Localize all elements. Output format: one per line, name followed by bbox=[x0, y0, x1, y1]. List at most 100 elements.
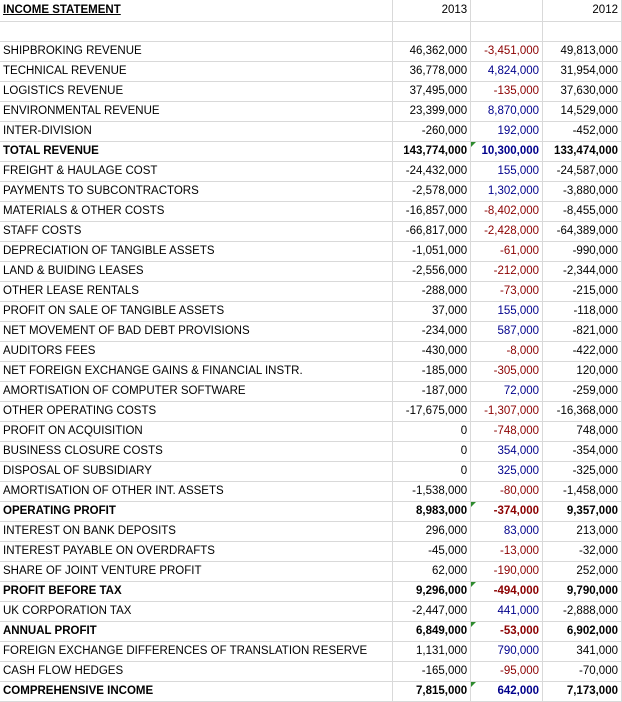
difference-cell[interactable]: -135,000 bbox=[470, 81, 544, 102]
value-2013-cell[interactable]: -288,000 bbox=[392, 281, 472, 302]
value-2012-cell[interactable]: 49,813,000 bbox=[542, 41, 622, 62]
column-header-difference[interactable] bbox=[470, 0, 544, 22]
difference-cell[interactable]: 155,000 bbox=[470, 301, 544, 322]
value-2013-cell[interactable]: 0 bbox=[392, 421, 472, 442]
difference-cell[interactable]: 587,000 bbox=[470, 321, 544, 342]
value-2012-cell[interactable]: -16,368,000 bbox=[542, 401, 622, 422]
value-2013-cell[interactable]: 6,849,000 bbox=[392, 621, 472, 642]
value-2013-cell[interactable]: -185,000 bbox=[392, 361, 472, 382]
row-label-cell[interactable]: SHIPBROKING REVENUE bbox=[0, 41, 394, 62]
row-label-cell[interactable]: UK CORPORATION TAX bbox=[0, 601, 394, 622]
value-2012-cell[interactable]: 252,000 bbox=[542, 561, 622, 582]
value-2012-cell[interactable]: 120,000 bbox=[542, 361, 622, 382]
row-label-cell[interactable]: NET MOVEMENT OF BAD DEBT PROVISIONS bbox=[0, 321, 394, 342]
value-2013-cell[interactable]: 37,000 bbox=[392, 301, 472, 322]
value-2012-cell[interactable]: -3,880,000 bbox=[542, 181, 622, 202]
value-2013-cell[interactable]: 46,362,000 bbox=[392, 41, 472, 62]
value-2013-cell[interactable]: -45,000 bbox=[392, 541, 472, 562]
difference-cell[interactable]: 83,000 bbox=[470, 521, 544, 542]
value-2013-cell[interactable]: 37,495,000 bbox=[392, 81, 472, 102]
difference-cell[interactable]: -494,000 bbox=[470, 581, 544, 602]
value-2013-cell[interactable]: -2,578,000 bbox=[392, 181, 472, 202]
value-2013-cell[interactable]: -234,000 bbox=[392, 321, 472, 342]
row-label-cell[interactable]: NET FOREIGN EXCHANGE GAINS & FINANCIAL I… bbox=[0, 361, 394, 382]
row-label-cell[interactable]: SHARE OF JOINT VENTURE PROFIT bbox=[0, 561, 394, 582]
difference-cell[interactable]: 642,000 bbox=[470, 681, 544, 702]
difference-cell[interactable]: -53,000 bbox=[470, 621, 544, 642]
row-label-cell[interactable]: BUSINESS CLOSURE COSTS bbox=[0, 441, 394, 462]
empty-cell[interactable] bbox=[392, 21, 472, 42]
row-label-cell[interactable]: FOREIGN EXCHANGE DIFFERENCES OF TRANSLAT… bbox=[0, 641, 394, 662]
difference-cell[interactable]: -374,000 bbox=[470, 501, 544, 522]
value-2012-cell[interactable]: -2,888,000 bbox=[542, 601, 622, 622]
row-label-cell[interactable]: LAND & BUIDING LEASES bbox=[0, 261, 394, 282]
row-label-cell[interactable]: AMORTISATION OF OTHER INT. ASSETS bbox=[0, 481, 394, 502]
difference-cell[interactable]: -3,451,000 bbox=[470, 41, 544, 62]
value-2013-cell[interactable]: -165,000 bbox=[392, 661, 472, 682]
difference-cell[interactable]: 325,000 bbox=[470, 461, 544, 482]
value-2013-cell[interactable]: -24,432,000 bbox=[392, 161, 472, 182]
row-label-cell[interactable]: STAFF COSTS bbox=[0, 221, 394, 242]
column-header-2013[interactable]: 2013 bbox=[392, 0, 472, 22]
value-2012-cell[interactable]: 7,173,000 bbox=[542, 681, 622, 702]
value-2012-cell[interactable]: -215,000 bbox=[542, 281, 622, 302]
value-2012-cell[interactable]: -118,000 bbox=[542, 301, 622, 322]
difference-cell[interactable]: 354,000 bbox=[470, 441, 544, 462]
value-2013-cell[interactable]: -17,675,000 bbox=[392, 401, 472, 422]
value-2013-cell[interactable]: -2,556,000 bbox=[392, 261, 472, 282]
value-2012-cell[interactable]: -259,000 bbox=[542, 381, 622, 402]
value-2013-cell[interactable]: -16,857,000 bbox=[392, 201, 472, 222]
value-2013-cell[interactable]: -66,817,000 bbox=[392, 221, 472, 242]
difference-cell[interactable]: -61,000 bbox=[470, 241, 544, 262]
value-2012-cell[interactable]: -24,587,000 bbox=[542, 161, 622, 182]
row-label-cell[interactable]: PROFIT BEFORE TAX bbox=[0, 581, 394, 602]
row-label-cell[interactable]: PROFIT ON ACQUISITION bbox=[0, 421, 394, 442]
row-label-cell[interactable]: OTHER LEASE RENTALS bbox=[0, 281, 394, 302]
value-2012-cell[interactable]: 213,000 bbox=[542, 521, 622, 542]
row-label-cell[interactable]: AUDITORS FEES bbox=[0, 341, 394, 362]
value-2013-cell[interactable]: 1,131,000 bbox=[392, 641, 472, 662]
value-2013-cell[interactable]: -430,000 bbox=[392, 341, 472, 362]
value-2013-cell[interactable]: -2,447,000 bbox=[392, 601, 472, 622]
row-label-cell[interactable]: DISPOSAL OF SUBSIDIARY bbox=[0, 461, 394, 482]
empty-cell[interactable] bbox=[0, 21, 394, 42]
value-2013-cell[interactable]: -1,538,000 bbox=[392, 481, 472, 502]
value-2013-cell[interactable]: 0 bbox=[392, 441, 472, 462]
difference-cell[interactable]: 790,000 bbox=[470, 641, 544, 662]
difference-cell[interactable]: -8,000 bbox=[470, 341, 544, 362]
row-label-cell[interactable]: INTEREST PAYABLE ON OVERDRAFTS bbox=[0, 541, 394, 562]
column-header-2012[interactable]: 2012 bbox=[542, 0, 622, 22]
difference-cell[interactable]: 4,824,000 bbox=[470, 61, 544, 82]
value-2012-cell[interactable]: 14,529,000 bbox=[542, 101, 622, 122]
row-label-cell[interactable]: ANNUAL PROFIT bbox=[0, 621, 394, 642]
value-2012-cell[interactable]: -8,455,000 bbox=[542, 201, 622, 222]
difference-cell[interactable]: -748,000 bbox=[470, 421, 544, 442]
difference-cell[interactable]: 10,300,000 bbox=[470, 141, 544, 162]
value-2012-cell[interactable]: 6,902,000 bbox=[542, 621, 622, 642]
statement-title[interactable]: INCOME STATEMENT bbox=[0, 0, 394, 22]
value-2013-cell[interactable]: 296,000 bbox=[392, 521, 472, 542]
row-label-cell[interactable]: INTEREST ON BANK DEPOSITS bbox=[0, 521, 394, 542]
difference-cell[interactable]: -8,402,000 bbox=[470, 201, 544, 222]
value-2013-cell[interactable]: 143,774,000 bbox=[392, 141, 472, 162]
difference-cell[interactable]: -13,000 bbox=[470, 541, 544, 562]
value-2013-cell[interactable]: 36,778,000 bbox=[392, 61, 472, 82]
value-2013-cell[interactable]: 9,296,000 bbox=[392, 581, 472, 602]
difference-cell[interactable]: -1,307,000 bbox=[470, 401, 544, 422]
value-2012-cell[interactable]: 748,000 bbox=[542, 421, 622, 442]
value-2012-cell[interactable]: -990,000 bbox=[542, 241, 622, 262]
difference-cell[interactable]: -2,428,000 bbox=[470, 221, 544, 242]
value-2012-cell[interactable]: 37,630,000 bbox=[542, 81, 622, 102]
value-2013-cell[interactable]: 23,399,000 bbox=[392, 101, 472, 122]
difference-cell[interactable]: 1,302,000 bbox=[470, 181, 544, 202]
difference-cell[interactable]: 155,000 bbox=[470, 161, 544, 182]
value-2012-cell[interactable]: -422,000 bbox=[542, 341, 622, 362]
value-2013-cell[interactable]: -187,000 bbox=[392, 381, 472, 402]
value-2013-cell[interactable]: -260,000 bbox=[392, 121, 472, 142]
difference-cell[interactable]: 192,000 bbox=[470, 121, 544, 142]
difference-cell[interactable]: 72,000 bbox=[470, 381, 544, 402]
row-label-cell[interactable]: INTER-DIVISION bbox=[0, 121, 394, 142]
value-2012-cell[interactable]: 341,000 bbox=[542, 641, 622, 662]
empty-cell[interactable] bbox=[470, 21, 544, 42]
difference-cell[interactable]: 8,870,000 bbox=[470, 101, 544, 122]
